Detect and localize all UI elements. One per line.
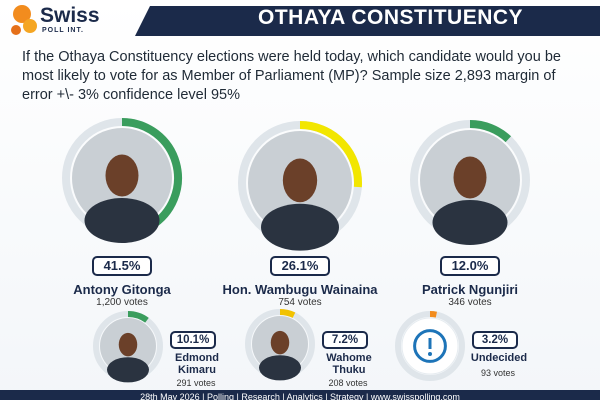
footer: 28th May 2026 | Polling | Research | Ana…	[140, 392, 460, 400]
votes: 208 votes	[328, 378, 368, 388]
title: OTHAYA CONSTITUENCY	[258, 6, 524, 29]
photo-body	[261, 203, 339, 251]
share-label: 10.1%	[170, 331, 216, 349]
share-label: 12.0%	[440, 256, 500, 276]
photo-face	[453, 156, 487, 199]
logo-name: Swiss	[40, 4, 100, 27]
share-label: 26.1%	[270, 256, 330, 276]
share-label: 41.5%	[92, 256, 152, 276]
share-ring	[299, 121, 362, 188]
share-ring	[121, 118, 182, 230]
votes: 346 votes	[448, 297, 492, 308]
photo-face	[270, 330, 290, 355]
photo-body	[432, 200, 508, 245]
photo-face	[118, 332, 138, 357]
question: If the Othaya Constituency elections wer…	[22, 49, 561, 103]
candidate-name: Edmond Kimaru	[175, 352, 219, 376]
icon	[428, 352, 432, 356]
logo-mark	[11, 25, 21, 35]
photo-body	[107, 357, 149, 383]
logo-mark	[13, 5, 31, 23]
candidate-name: Hon. Wambugu Wainaina	[222, 282, 378, 297]
photo-body	[84, 198, 160, 243]
share-label: 3.2%	[472, 331, 518, 349]
votes: 1,200 votes	[96, 297, 148, 308]
share-ring	[429, 310, 437, 318]
share-label: 7.2%	[322, 331, 368, 349]
logo-tagline: POLL INT.	[42, 27, 84, 34]
title-banner	[135, 6, 600, 36]
logo-mark	[23, 19, 37, 33]
votes: 93 votes	[480, 368, 516, 378]
share-ring	[469, 120, 512, 143]
footer-bar	[0, 390, 600, 400]
candidate-name: Patrick Ngunjiri	[421, 282, 519, 297]
candidate-name: Antony Gitonga	[73, 282, 171, 297]
candidate-name: Undecided	[470, 352, 528, 364]
votes: 754 votes	[278, 297, 322, 308]
candidate-name: Wahome Thuku	[326, 352, 372, 376]
photo-body	[259, 355, 301, 381]
share-ring	[127, 311, 149, 323]
icon	[413, 329, 447, 363]
share-ring	[279, 309, 296, 318]
votes: 291 votes	[176, 378, 216, 388]
photo-face	[282, 158, 318, 203]
photo-face	[105, 154, 139, 197]
